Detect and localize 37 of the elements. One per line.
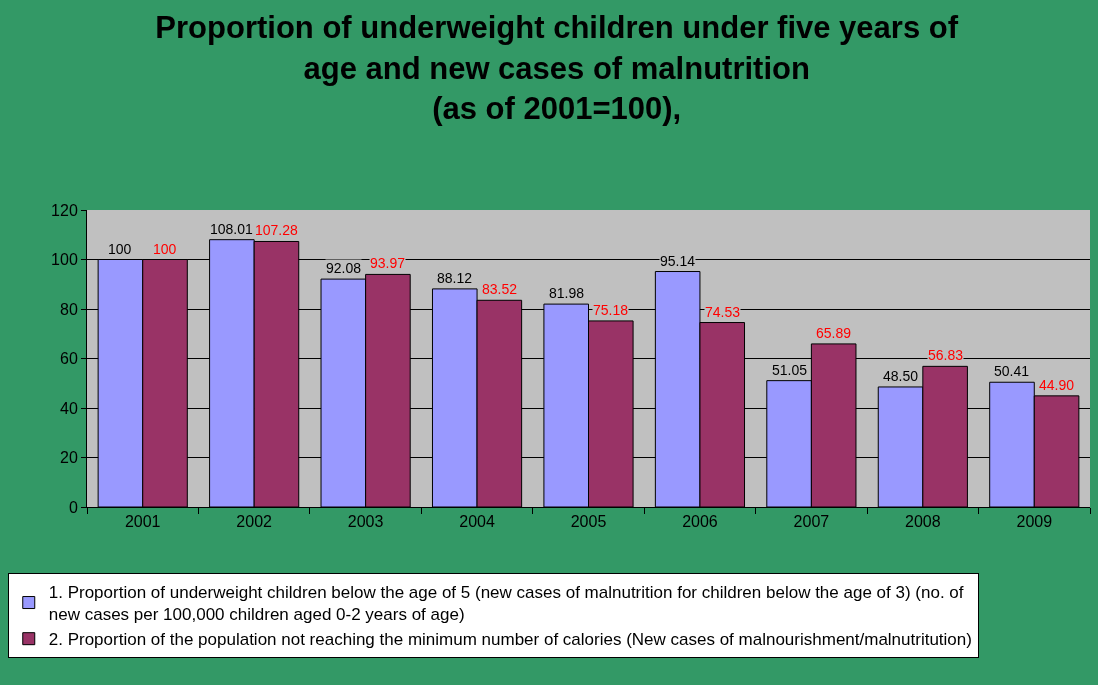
chart-title: Proportion of underweight children under five years of age and new cases of malnutrition (as of 2001=100), bbox=[155, 10, 959, 126]
x-tick-label: 2004 bbox=[459, 513, 495, 531]
data-label: 100 bbox=[108, 241, 132, 257]
data-label: 95.14 bbox=[660, 253, 696, 269]
data-label: 83.52 bbox=[482, 281, 518, 297]
y-tick-label: 0 bbox=[68, 498, 78, 516]
data-label: 93.97 bbox=[370, 255, 406, 271]
y-tick-label: 80 bbox=[60, 300, 78, 318]
data-label: 108.01 bbox=[210, 221, 254, 237]
data-label: 107.28 bbox=[255, 222, 299, 238]
x-tick-label: 2002 bbox=[236, 513, 273, 531]
data-label: 44.90 bbox=[1039, 377, 1075, 393]
x-tick-label: 2005 bbox=[570, 513, 607, 531]
x-tick-label: 2001 bbox=[124, 513, 161, 531]
data-label: 81.98 bbox=[549, 285, 585, 301]
data-label: 100 bbox=[153, 241, 177, 257]
data-label: 48.50 bbox=[883, 368, 919, 384]
y-tick-label: 40 bbox=[60, 399, 78, 417]
y-tick-label: 120 bbox=[51, 201, 78, 219]
data-label: 65.89 bbox=[816, 325, 852, 341]
legend-label: 1. Proportion of underweight children below the age of 5 (new cases of malnutrition for children below the age of 3) (no. of new cases per 100,000 children aged 0-2 years of age) bbox=[48, 583, 964, 625]
y-tick-label: 60 bbox=[60, 350, 78, 368]
data-label: 88.12 bbox=[437, 270, 473, 286]
x-tick-label: 2007 bbox=[793, 513, 830, 531]
data-label: 50.41 bbox=[994, 363, 1030, 379]
x-tick-label: 2008 bbox=[905, 513, 941, 531]
legend-label: 2. Proportion of the population not reaching the minimum number of calories (New cases of malnourishment/malnutritution) bbox=[48, 630, 972, 650]
data-label: 74.53 bbox=[705, 304, 741, 320]
data-label: 75.18 bbox=[593, 302, 629, 318]
data-label: 51.05 bbox=[772, 362, 808, 378]
x-tick-label: 2009 bbox=[1016, 513, 1053, 531]
x-tick-label: 2006 bbox=[682, 513, 718, 531]
y-tick-label: 20 bbox=[60, 449, 78, 467]
x-tick-label: 2003 bbox=[347, 513, 384, 531]
y-tick-label: 100 bbox=[51, 251, 78, 269]
data-label: 92.08 bbox=[326, 260, 362, 276]
data-label: 56.83 bbox=[928, 347, 964, 363]
